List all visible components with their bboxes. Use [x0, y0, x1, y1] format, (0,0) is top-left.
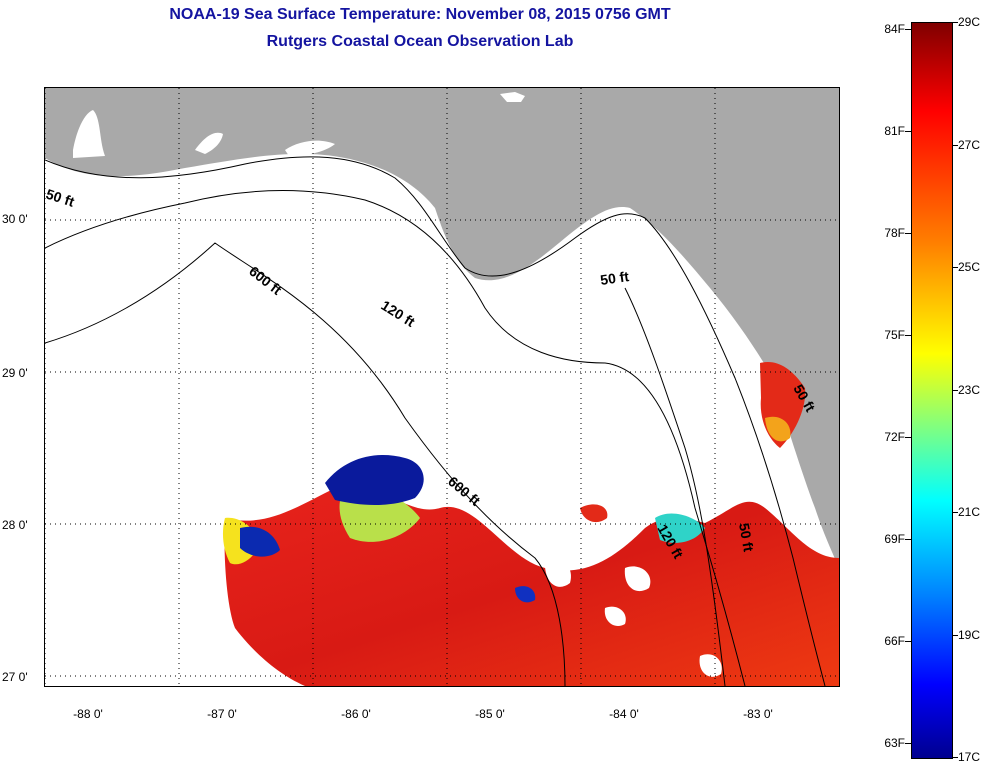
map-subtitle: Rutgers Coastal Ocean Observation Lab: [266, 33, 574, 50]
lat-tick-label: 28 0': [2, 518, 28, 532]
bay-shape: [195, 132, 223, 154]
colorbar-fahrenheit-label: 63F: [884, 736, 905, 751]
colorbar-tick: [952, 757, 958, 758]
colorbar-tick: [905, 743, 911, 745]
map-title: NOAA-19 Sea Surface Temperature: Novembe…: [169, 6, 671, 23]
colorbar-fahrenheit-label: 81F: [884, 123, 905, 138]
sst-mixed-patch: [765, 416, 791, 442]
depth-label: 50 ft: [736, 522, 757, 553]
colorbar-tick: [952, 22, 958, 23]
map-canvas: 50 ft 600 ft 120 ft 50 ft 600 ft 120 ft …: [45, 88, 839, 686]
colorbar-celsius-label: 29C: [958, 15, 981, 29]
contour-50ft-west: [45, 156, 646, 277]
sst-map[interactable]: 50 ft 600 ft 120 ft 50 ft 600 ft 120 ft …: [44, 87, 840, 687]
colorbar-celsius-label: 17C: [958, 750, 981, 764]
colorbar-tick: [952, 634, 958, 636]
colorbar-tick: [905, 335, 911, 337]
lake-shape: [500, 92, 525, 102]
colorbar-tick: [952, 144, 958, 146]
temperature-colorbar: [911, 22, 953, 759]
colorbar-tick: [905, 28, 911, 30]
colorbar-fahrenheit-label: 75F: [884, 328, 905, 343]
lon-tick-label: -84 0': [609, 707, 639, 721]
colorbar-fahrenheit-label: 72F: [884, 430, 905, 445]
colorbar-fahrenheit-label: 66F: [884, 634, 905, 649]
colorbar-tick: [905, 130, 911, 132]
contour-120ft-east: [624, 287, 726, 686]
cloud-gap: [699, 654, 722, 677]
lon-tick-label: -85 0': [475, 707, 505, 721]
colorbar-tick: [952, 512, 958, 513]
colorbar-celsius-label: 25C: [958, 260, 981, 274]
colorbar-celsius-label: 27C: [958, 137, 981, 152]
bay-shape: [73, 110, 105, 158]
colorbar-celsius-label: 21C: [958, 505, 981, 519]
colorbar-tick: [905, 539, 911, 541]
colorbar-tick: [905, 437, 911, 439]
sst-mixed-patch: [655, 513, 705, 543]
cloud-gap: [624, 566, 651, 592]
cloud-gap: [544, 556, 571, 587]
colorbar-celsius-label: 23C: [958, 382, 981, 397]
contour-120ft: [45, 190, 746, 686]
lon-tick-label: -87 0': [207, 707, 237, 721]
sst-cold-patch: [325, 455, 424, 505]
colorbar-fahrenheit-label: 84F: [884, 21, 905, 36]
cloud-gap: [604, 606, 626, 627]
sst-cold-patch: [515, 586, 536, 603]
contour-600ft: [45, 242, 566, 686]
colorbar-fahrenheit-label: 78F: [884, 225, 905, 240]
lon-tick-label: -88 0': [73, 707, 103, 721]
colorbar-tick: [952, 389, 958, 391]
depth-label: 50 ft: [599, 268, 630, 288]
lat-tick-label: 29 0': [2, 366, 28, 380]
sst-warm-patch: [580, 504, 608, 523]
colorbar-tick: [905, 232, 911, 234]
colorbar-tick: [952, 267, 958, 268]
contour-50ft-east: [644, 217, 826, 686]
lat-tick-label: 27 0': [2, 670, 28, 684]
colorbar-tick: [905, 641, 911, 643]
lat-tick-label: 30 0': [2, 212, 28, 226]
bay-shape: [285, 140, 335, 156]
colorbar-fahrenheit-label: 69F: [884, 532, 905, 547]
colorbar-celsius-label: 19C: [958, 627, 981, 642]
lon-tick-label: -83 0': [743, 707, 773, 721]
sst-cold-patch: [240, 526, 280, 557]
lon-tick-label: -86 0': [341, 707, 371, 721]
